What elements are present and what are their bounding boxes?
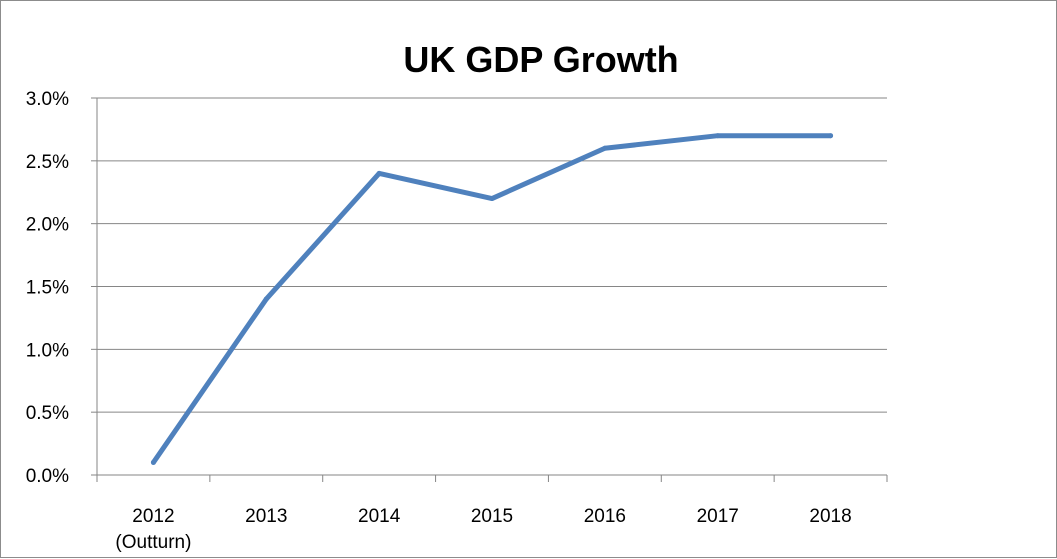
y-tick-label: 3.0% [26, 89, 69, 110]
data-point [602, 145, 608, 151]
y-tick-label: 0.0% [26, 466, 69, 487]
series-line [150, 133, 834, 465]
x-tick-label: 2015 [471, 506, 513, 527]
x-tick-label-line: (Outturn) [115, 532, 191, 553]
y-tick-label: 0.5% [26, 403, 69, 424]
data-point [150, 459, 156, 465]
y-tick-label: 1.5% [26, 278, 69, 299]
x-tick-label-line: 2016 [584, 506, 626, 527]
chart-title: UK GDP Growth [403, 39, 678, 80]
gridlines [97, 97, 887, 413]
x-tick-label-line: 2013 [245, 506, 287, 527]
x-tick-label-line: 2014 [358, 506, 401, 527]
x-tick-label-line: 2015 [471, 506, 513, 527]
x-tick-label: 2014 [358, 506, 401, 527]
x-tick-label-line: 2012 [132, 506, 174, 527]
data-point [828, 133, 834, 139]
data-point [376, 170, 382, 176]
y-tick-label: 2.0% [26, 215, 69, 236]
data-point [715, 133, 721, 139]
x-tick-label: 2017 [697, 506, 739, 527]
x-tick-labels: 2012 (Outturn) 2013 2014 2015 2016 2017 2018 [115, 506, 851, 553]
data-point [263, 296, 269, 302]
x-tick-label: 2018 [809, 506, 851, 527]
y-tick-label: 1.0% [26, 340, 69, 361]
x-tick-label-line: 2017 [697, 506, 739, 527]
y-tick-labels: 0.0% 0.5% 1.0% 1.5% 2.0% 2.5% 3.0% [26, 89, 69, 487]
data-point [489, 196, 495, 202]
axes [91, 97, 888, 482]
series-layer [150, 133, 834, 465]
x-tick-label-line: 2018 [809, 506, 851, 527]
y-tick-label: 2.5% [26, 152, 69, 173]
x-tick-label: 2013 [245, 506, 287, 527]
x-tick-label: 2012 (Outturn) [115, 506, 191, 553]
x-tick-label: 2016 [584, 506, 626, 527]
